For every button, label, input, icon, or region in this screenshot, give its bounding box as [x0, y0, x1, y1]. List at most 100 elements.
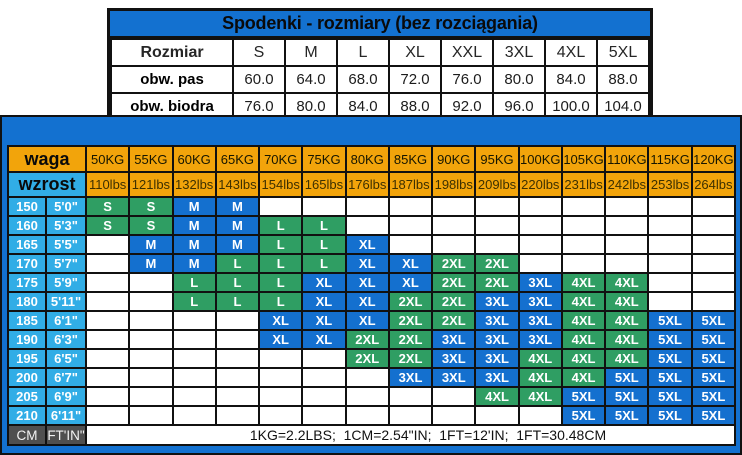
empty-cell [344, 215, 390, 236]
empty-cell [258, 367, 304, 388]
empty-cell [171, 405, 217, 426]
height-cm-cell: 150 [7, 196, 47, 217]
height-row: 185 6'1" XL XL XL 2XL 2XL 3XL 3XL 4XL 4XL 5XL 5XL [7, 310, 737, 331]
recommended-size-cell: 3XL [474, 348, 520, 369]
empty-cell [647, 291, 693, 312]
measurements-table: Rozmiar S M L XL XXL 3XL 4XL 5XL obw. pas 60.0 64.0… [110, 38, 650, 121]
empty-cell [128, 367, 174, 388]
weight-kg-cell: 65KG [214, 145, 261, 173]
empty-cell [84, 386, 131, 407]
recommended-size-cell: 4XL [517, 386, 563, 407]
empty-cell [517, 405, 563, 426]
measurement-value: 80.0 [492, 65, 546, 94]
empty-cell [128, 386, 174, 407]
recommended-size-cell: 3XL [474, 367, 520, 388]
empty-cell [604, 196, 650, 217]
size-header-cell: L [336, 38, 390, 67]
height-cm-cell: 205 [7, 386, 47, 407]
empty-cell [301, 405, 347, 426]
empty-cell [387, 386, 434, 407]
empty-cell [690, 234, 737, 255]
weight-kg-cell: 120KG [690, 145, 737, 173]
measurement-value: 76.0 [440, 65, 494, 94]
empty-cell [214, 405, 261, 426]
height-cm-cell: 200 [7, 367, 47, 388]
recommended-size-cell: 3XL [431, 348, 477, 369]
weight-lbs-cell: 176lbs [344, 171, 390, 198]
shorts-size-table: Spodenki - rozmiary (bez rozciągania) Ro… [107, 8, 653, 124]
empty-cell [690, 291, 737, 312]
recommended-size-cell: L [258, 215, 304, 236]
recommended-size-cell: 5XL [647, 367, 693, 388]
recommended-size-cell: 5XL [647, 405, 693, 426]
empty-cell [128, 329, 174, 350]
empty-cell [344, 196, 390, 217]
empty-cell [690, 215, 737, 236]
recommended-size-cell: 2XL [431, 310, 477, 331]
recommended-size-cell: 4XL [560, 367, 607, 388]
empty-cell [560, 253, 607, 274]
recommended-size-cell: 3XL [431, 367, 477, 388]
recommended-size-cell: 2XL [387, 329, 434, 350]
size-header-cell: 4XL [544, 38, 598, 67]
recommended-size-cell: 4XL [604, 348, 650, 369]
height-ftin-cell: 6'7" [45, 367, 87, 388]
weight-row: waga 50KG 55KG 60KG 65KG 70KG 75KG 80KG 85KG 90KG… [7, 145, 737, 173]
empty-cell [560, 196, 607, 217]
empty-cell [128, 291, 174, 312]
recommended-size-cell: 5XL [647, 329, 693, 350]
size-header-cell: 3XL [492, 38, 546, 67]
size-header-cell: 5XL [596, 38, 650, 67]
size-header-cell: M [284, 38, 338, 67]
recommended-size-cell: 3XL [517, 291, 563, 312]
recommended-size-cell: 3XL [517, 329, 563, 350]
empty-cell [690, 253, 737, 274]
recommended-size-cell: L [301, 215, 347, 236]
weight-kg-cell: 95KG [474, 145, 520, 173]
recommended-size-cell: 4XL [604, 272, 650, 293]
recommended-size-cell: L [301, 234, 347, 255]
weight-kg-cell: 60KG [171, 145, 217, 173]
recommended-size-cell: XL [344, 310, 390, 331]
height-ftin-cell: 5'7" [45, 253, 87, 274]
recommended-size-cell: L [171, 291, 217, 312]
recommended-size-cell: 3XL [517, 272, 563, 293]
recommended-size-cell: L [258, 291, 304, 312]
table-title: Spodenki - rozmiary (bez rozciągania) [110, 11, 650, 38]
weight-kg-cell: 85KG [387, 145, 434, 173]
weight-kg-cell: 100KG [517, 145, 563, 173]
recommended-size-cell: XL [301, 310, 347, 331]
weight-lbs-cell: 220lbs [517, 171, 563, 198]
measurement-value: 72.0 [388, 65, 442, 94]
empty-cell [474, 405, 520, 426]
recommended-size-cell: 2XL [387, 348, 434, 369]
measurement-value: 64.0 [284, 65, 338, 94]
empty-cell [84, 310, 131, 331]
height-cm-cell: 190 [7, 329, 47, 350]
weight-lbs-cell: 253lbs [647, 171, 693, 198]
weight-lbs-cell: 231lbs [560, 171, 607, 198]
recommended-size-cell: M [214, 234, 261, 255]
recommended-size-cell: 2XL [431, 272, 477, 293]
weight-kg-cell: 55KG [128, 145, 174, 173]
recommended-size-cell: 4XL [604, 329, 650, 350]
height-row: 165 5'5" M M M L L XL [7, 234, 737, 255]
recommended-size-cell: 5XL [690, 386, 737, 407]
recommended-size-cell: 5XL [604, 405, 650, 426]
recommended-size-cell: L [214, 291, 261, 312]
weight-row-label: waga [7, 145, 87, 173]
empty-cell [214, 348, 261, 369]
measurement-value: 68.0 [336, 65, 390, 94]
recommended-size-cell: XL [258, 310, 304, 331]
recommended-size-cell: 2XL [387, 291, 434, 312]
weight-lbs-cell: 187lbs [387, 171, 434, 198]
recommended-size-cell: 5XL [647, 310, 693, 331]
height-row: 180 5'11" L L L XL XL 2XL 2XL 3XL 3XL 4XL 4XL [7, 291, 737, 312]
recommended-size-cell: M [171, 234, 217, 255]
matrix-table-body: waga 50KG 55KG 60KG 65KG 70KG 75KG 80KG 85KG 90KG… [7, 145, 737, 446]
recommended-size-cell: 2XL [431, 291, 477, 312]
empty-cell [258, 386, 304, 407]
empty-cell [344, 367, 390, 388]
recommended-size-cell: 4XL [560, 291, 607, 312]
